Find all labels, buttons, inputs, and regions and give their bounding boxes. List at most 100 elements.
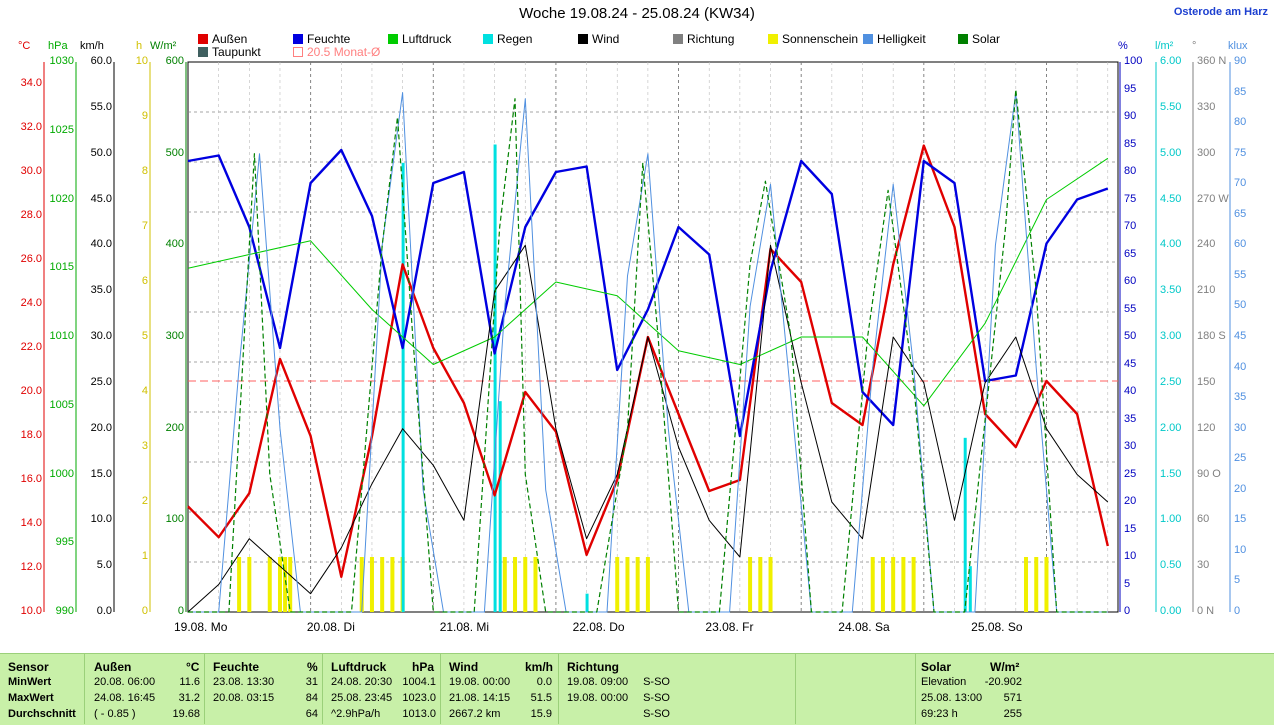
axis-tick-label: 50 — [1124, 330, 1137, 342]
unit-lux: klux — [1228, 40, 1248, 52]
axis-tick-label: 90 — [1234, 55, 1247, 67]
unit-solar: W/m² — [150, 40, 177, 52]
axis-tick-label: 85 — [1234, 85, 1247, 98]
axis-tick-label: 25 — [1124, 467, 1137, 480]
legend-swatch — [388, 34, 398, 44]
day-label: 21.08. Mi — [439, 620, 490, 634]
table-head: Luftdruck — [331, 660, 387, 674]
axis-tick-label: 0 N — [1197, 605, 1215, 617]
table-value: 1013.0 — [402, 708, 436, 720]
axis-tick-label: 55.0 — [90, 100, 112, 113]
legend-item: Richtung — [673, 32, 734, 46]
axis-tick-label: 1 — [141, 550, 148, 562]
axis-tick-label: 1015 — [49, 261, 74, 274]
sunshine-bar — [1024, 557, 1029, 612]
legend-swatch — [578, 34, 588, 44]
axis-tick-label: 40 — [1124, 385, 1137, 397]
axis-tick-label: 400 — [165, 238, 184, 251]
sunshine-bar — [359, 557, 364, 612]
axis-tick-label: 45.0 — [90, 192, 112, 205]
axis-tick-label: 34.0 — [20, 77, 42, 89]
axis-tick-label: 1020 — [49, 192, 74, 205]
axis-tick-label: 5 — [1124, 577, 1131, 590]
table-row-label: Sensor — [8, 660, 49, 674]
sunshine-bar — [288, 557, 293, 612]
axis-tick-label: 4.50 — [1160, 192, 1182, 205]
legend-label: 20.5 Monat-Ø — [307, 45, 381, 59]
legend-label: Sonnenschein — [782, 32, 859, 46]
table-cell: 24.08. 20:30 — [331, 676, 393, 688]
axis-tick-label: 25.0 — [90, 375, 112, 388]
table-cell: 19.08. 09:00 — [567, 676, 629, 688]
table-row-label: Durchschnitt — [8, 708, 76, 720]
legend-item: Helligkeit — [863, 32, 926, 46]
series-line-wind — [187, 244, 1109, 613]
sunshine-bar — [625, 557, 630, 612]
sunshine-bar — [911, 557, 916, 612]
table-value: 31.2 — [178, 692, 200, 704]
axis-tick-label: 22.0 — [20, 341, 42, 353]
table-value: 51.5 — [530, 692, 552, 704]
table-value: S-SO — [643, 708, 670, 720]
axis-tick-label: 0 — [177, 605, 184, 617]
rain-bar — [498, 401, 502, 612]
table-row-label: MinWert — [8, 676, 52, 688]
sunshine-bar — [748, 557, 753, 612]
axis-tick-label: 20.0 — [90, 421, 112, 434]
stats-table — [0, 653, 1274, 725]
axis-tick-label: 40 — [1234, 360, 1247, 373]
legend-item: 20.5 Monat-Ø — [293, 45, 380, 59]
legend-swatch — [958, 34, 968, 44]
table-head: Außen — [94, 660, 132, 674]
day-label: 25.08. So — [971, 620, 1023, 634]
axis-tick-label: 45 — [1234, 330, 1247, 342]
sunshine-bar — [758, 557, 763, 612]
axis-tick-label: 6.00 — [1160, 55, 1182, 67]
axis-tick-label: 1030 — [49, 55, 74, 67]
axis-tick-label: 26.0 — [20, 253, 42, 265]
sunshine-bar — [380, 557, 385, 612]
legend-item: Außen — [198, 32, 247, 46]
axis-tick-label: 3.00 — [1160, 330, 1182, 342]
axis-tick-label: 35 — [1234, 391, 1247, 404]
axis-tick-label: 24.0 — [20, 297, 42, 309]
table-cell: 20.08. 06:00 — [94, 676, 156, 688]
axis-tick-label: 150 — [1197, 375, 1216, 388]
series-line-feuchte — [187, 148, 1109, 438]
legend-swatch — [673, 34, 683, 44]
table-cell: 24.08. 16:45 — [94, 692, 156, 704]
table-unit: % — [307, 660, 318, 674]
axis-tick-label: 4 — [141, 385, 148, 397]
legend-label: Taupunkt — [212, 45, 261, 59]
legend-swatch — [293, 34, 303, 44]
axis-tick-label: 1005 — [49, 398, 74, 411]
axis-tick-label: 270 W — [1197, 192, 1229, 205]
table-value: 15.9 — [530, 708, 552, 720]
table-value: 84 — [305, 692, 318, 704]
axis-tick-label: 60.0 — [90, 55, 112, 67]
rain-bar — [968, 566, 972, 612]
rain-bar — [963, 437, 967, 612]
axis-tick-label: 35 — [1124, 412, 1137, 425]
axis-tick-label: 15 — [1234, 513, 1247, 526]
table-value: -20.902 — [984, 676, 1022, 688]
table-unit: W/m² — [990, 660, 1020, 674]
station-link[interactable]: Osterode am Harz — [1173, 6, 1268, 18]
axis-tick-label: 30 — [1234, 421, 1247, 434]
sunshine-bar — [390, 557, 395, 612]
legend-item: Regen — [483, 32, 532, 46]
axis-tick-label: 10.0 — [20, 605, 42, 617]
axis-tick-label: 2 — [141, 495, 148, 507]
table-row-label: MaxWert — [8, 692, 54, 704]
sunshine-bar — [277, 557, 282, 612]
chart-title: Woche 19.08.24 - 25.08.24 (KW34) — [519, 5, 755, 22]
unit-sun: h — [136, 40, 143, 52]
axis-tick-label: 20 — [1124, 495, 1137, 507]
legend-label: Feuchte — [307, 32, 351, 46]
axis-tick-label: 210 — [1197, 284, 1216, 297]
axis-tick-label: 50.0 — [90, 146, 112, 159]
table-cell: ^2.9hPa/h — [331, 708, 381, 720]
sunshine-bar — [645, 557, 650, 612]
table-value: S-SO — [643, 676, 670, 688]
axis-tick-label: 30.0 — [90, 330, 112, 342]
